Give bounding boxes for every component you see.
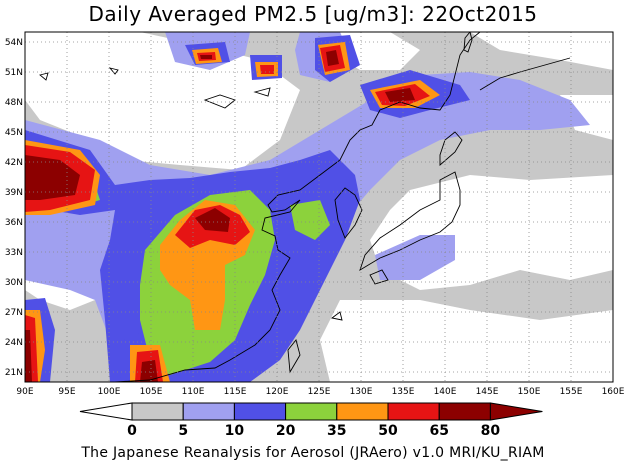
- lat-tick-label: 39N: [5, 188, 23, 198]
- lon-tick-label: 160E: [602, 387, 625, 397]
- lat-tick-label: 24N: [5, 338, 23, 348]
- colorbar-segment: [336, 402, 389, 421]
- lon-tick-label: 150E: [518, 387, 541, 397]
- colorbar-upper-arrow: [489, 402, 543, 421]
- data-credit: The Japanese Reanalysis for Aerosol (JRA…: [81, 445, 545, 461]
- lat-tick-label: 48N: [5, 98, 23, 108]
- tick-labels: 90E 95E 100E 105E 110E 115E 120E 125E 130E 135E 14…: [5, 38, 625, 397]
- colorbar-segment: [131, 402, 184, 421]
- lat-tick-label: 27N: [5, 308, 23, 318]
- plot-frame: [24, 31, 614, 383]
- colorbar: 0 5 10 20 35 50 65 80: [79, 402, 543, 439]
- colorbar-label: 65: [429, 423, 448, 439]
- colorbar-label: 35: [327, 423, 346, 439]
- lat-tick-label: 21N: [5, 368, 23, 378]
- colorbar-segment: [387, 402, 440, 421]
- coastlines: [39, 32, 571, 382]
- lon-tick-label: 105E: [140, 387, 163, 397]
- lon-tick-label: 95E: [58, 387, 75, 397]
- colorbar-segment: [182, 402, 235, 421]
- lon-tick-label: 100E: [98, 387, 121, 397]
- lon-tick-label: 155E: [560, 387, 583, 397]
- colorbar-label: 20: [276, 423, 296, 439]
- colorbar-segment: [438, 402, 491, 421]
- lon-tick-label: 140E: [434, 387, 457, 397]
- lon-tick-label: 115E: [224, 387, 247, 397]
- lon-tick-label: 90E: [16, 387, 33, 397]
- lat-tick-label: 30N: [5, 278, 23, 288]
- map-title: Daily Averaged PM2.5 [ug/m3]: 22Oct2015: [88, 2, 538, 26]
- lon-tick-label: 120E: [266, 387, 289, 397]
- lat-tick-label: 51N: [5, 68, 23, 78]
- colorbar-label: 50: [378, 423, 398, 439]
- colorbar-segment: [233, 402, 287, 421]
- colorbar-label: 10: [225, 423, 245, 439]
- colorbar-segment: [285, 402, 338, 421]
- lat-tick-label: 42N: [5, 158, 23, 168]
- lon-tick-label: 130E: [350, 387, 373, 397]
- lon-tick-label: 135E: [392, 387, 415, 397]
- colorbar-label: 0: [127, 423, 137, 439]
- lon-tick-label: 110E: [182, 387, 205, 397]
- colorbar-lower-arrow: [79, 402, 133, 421]
- colorbar-label: 5: [178, 423, 188, 439]
- band-above-80: [25, 50, 415, 382]
- lon-tick-label: 145E: [476, 387, 499, 397]
- lon-tick-label: 125E: [308, 387, 331, 397]
- lat-tick-label: 33N: [5, 248, 23, 258]
- lat-tick-label: 36N: [5, 218, 23, 228]
- lat-tick-label: 45N: [5, 128, 23, 138]
- colorbar-label: 80: [481, 423, 501, 439]
- lat-tick-label: 54N: [5, 38, 23, 48]
